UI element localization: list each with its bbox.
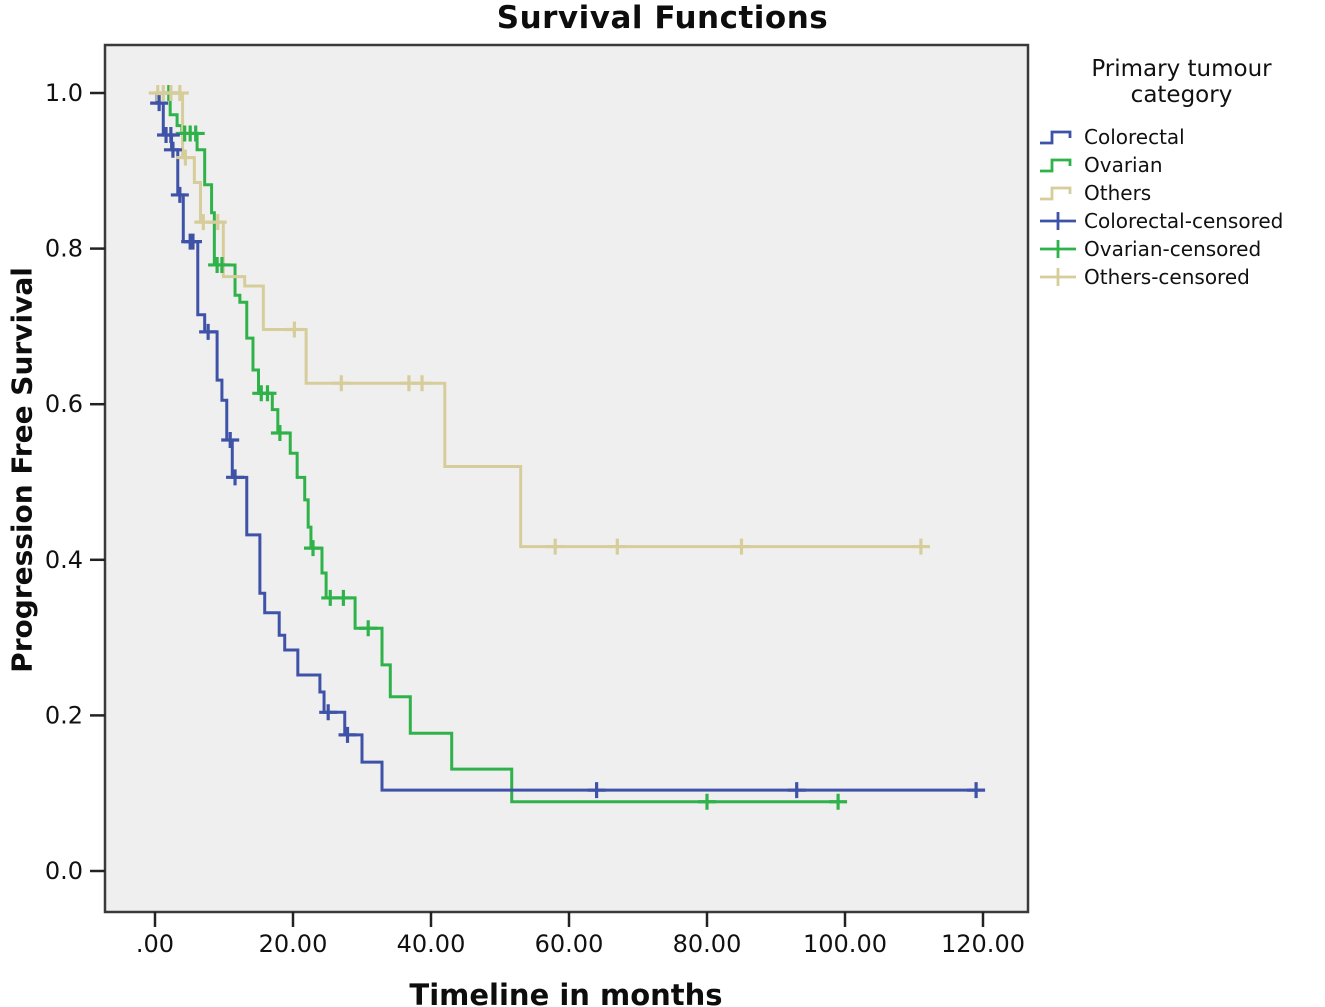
legend-item-label: Ovarian-censored bbox=[1084, 236, 1262, 261]
step-line-icon bbox=[1040, 186, 1072, 201]
legend-item-label: Colorectal-censored bbox=[1084, 208, 1284, 233]
y-tick-label: 0.2 bbox=[45, 701, 83, 729]
y-tick-label: 1.0 bbox=[45, 79, 83, 107]
legend-item-ovarian: Ovarian bbox=[1038, 151, 1325, 179]
censor-mark-ovarian bbox=[304, 540, 323, 557]
series-path-others bbox=[155, 91, 930, 549]
censored-plus-icon bbox=[1040, 239, 1076, 258]
censor-mark-ovarian bbox=[270, 424, 289, 441]
censor-mark-colorectal bbox=[587, 782, 606, 799]
censor-mark-ovarian bbox=[698, 793, 716, 810]
censor-mark-colorectal bbox=[967, 782, 986, 799]
x-tick-label: 40.00 bbox=[397, 930, 466, 958]
censor-mark-others bbox=[546, 538, 565, 555]
censor-mark-colorectal bbox=[221, 431, 240, 448]
censor-mark-colorectal bbox=[199, 323, 218, 340]
censor-mark-others bbox=[608, 538, 627, 555]
step-line-icon bbox=[1040, 158, 1072, 173]
censor-mark-ovarian bbox=[359, 620, 378, 637]
legend-item-label: Ovarian bbox=[1084, 152, 1163, 177]
censor-mark-ovarian bbox=[829, 793, 848, 810]
x-axis-label: Timeline in months bbox=[409, 978, 723, 1007]
legend-item-others: Others bbox=[1038, 179, 1325, 207]
censor-mark-colorectal bbox=[319, 704, 338, 721]
legend-item-colorectal-censored: Colorectal-censored bbox=[1038, 207, 1325, 235]
legend-item-colorectal: Colorectal bbox=[1038, 123, 1325, 151]
censor-mark-others bbox=[413, 375, 432, 392]
legend: Primary tumour category Colorectal Ovaria… bbox=[1038, 56, 1325, 291]
censor-mark-others bbox=[176, 149, 195, 166]
x-tick-label: 80.00 bbox=[673, 930, 742, 958]
censor-mark-colorectal bbox=[170, 186, 189, 203]
y-tick-label: 0.4 bbox=[45, 546, 83, 574]
legend-item-label: Others bbox=[1084, 180, 1152, 205]
y-tick-label: 0.8 bbox=[45, 235, 83, 263]
x-tick-label: 100.00 bbox=[803, 930, 887, 958]
legend-title: Primary tumour category bbox=[1091, 56, 1272, 109]
series-path-ovarian bbox=[155, 91, 841, 804]
y-tick-label: 0.6 bbox=[45, 390, 83, 418]
legend-items: Colorectal Ovarian Others Colorectal-censor… bbox=[1038, 123, 1325, 291]
x-tick-label: 120.00 bbox=[941, 930, 1025, 958]
legend-item-label: Others-censored bbox=[1084, 264, 1250, 289]
x-tick-label: 20.00 bbox=[259, 930, 328, 958]
censor-mark-others bbox=[911, 538, 930, 555]
censor-mark-others bbox=[332, 375, 351, 392]
censor-mark-others bbox=[170, 85, 189, 101]
censor-mark-colorectal bbox=[183, 233, 202, 250]
censor-mark-colorectal bbox=[150, 95, 169, 112]
censor-mark-ovarian bbox=[334, 589, 353, 606]
legend-item-others-censored: Others-censored bbox=[1038, 263, 1325, 291]
censor-mark-colorectal bbox=[163, 141, 182, 158]
censored-plus-icon bbox=[1040, 211, 1076, 230]
censor-mark-colorectal bbox=[338, 726, 357, 743]
censor-mark-colorectal bbox=[226, 469, 245, 486]
censor-mark-ovarian bbox=[212, 256, 231, 273]
censor-mark-ovarian bbox=[186, 125, 205, 142]
x-tick-label: 60.00 bbox=[535, 930, 604, 958]
censor-mark-colorectal bbox=[787, 782, 806, 799]
plot-frame bbox=[103, 43, 1030, 914]
censor-mark-colorectal bbox=[161, 127, 180, 144]
legend-item-label: Colorectal bbox=[1084, 124, 1185, 149]
legend-item-ovarian-censored: Ovarian-censored bbox=[1038, 235, 1325, 263]
censor-mark-others bbox=[732, 538, 751, 555]
chart-title: Survival Functions bbox=[496, 0, 829, 36]
x-tick-label: .00 bbox=[136, 930, 174, 958]
step-line-icon bbox=[1040, 130, 1072, 145]
censored-plus-icon bbox=[1040, 267, 1076, 286]
censor-mark-others bbox=[285, 321, 304, 338]
censor-mark-others bbox=[208, 214, 227, 231]
y-tick-label: 0.0 bbox=[45, 857, 83, 885]
y-axis-label: Progression Free Survival bbox=[5, 267, 39, 673]
censor-mark-ovarian bbox=[258, 385, 277, 402]
